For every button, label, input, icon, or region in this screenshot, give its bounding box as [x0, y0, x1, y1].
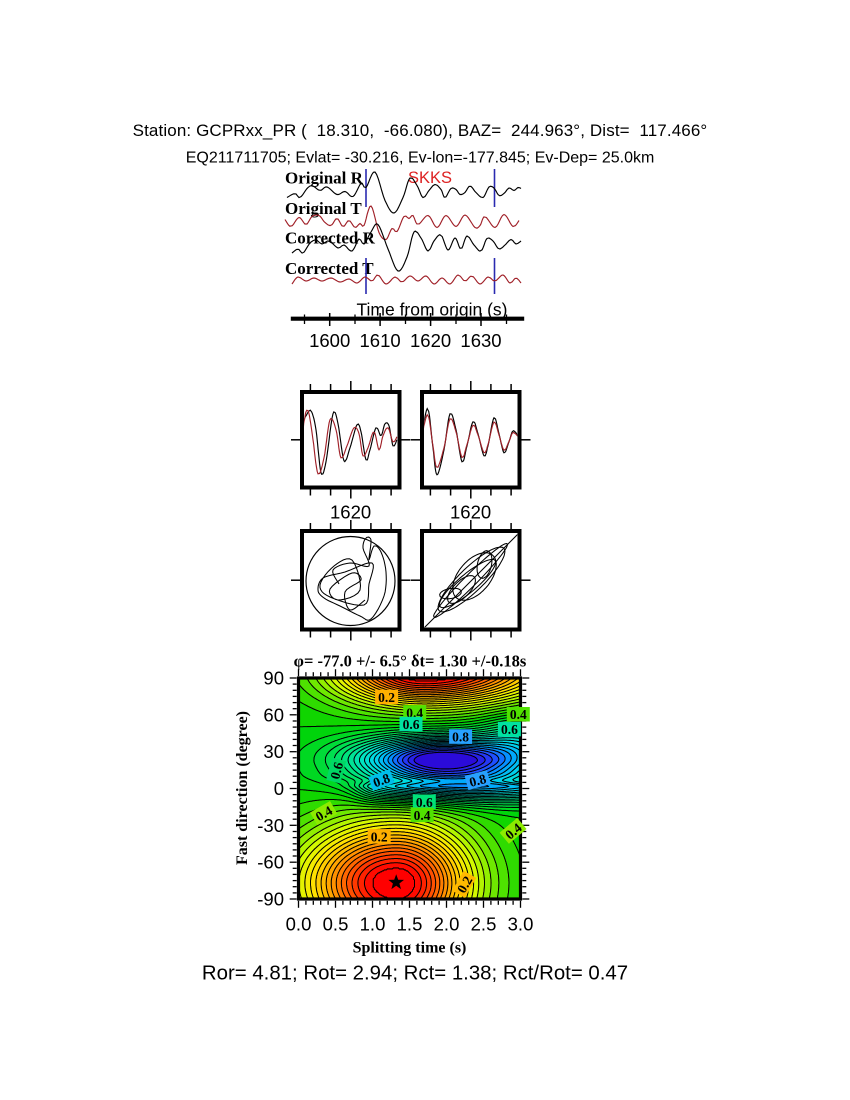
svg-text:Station: GCPRxx_PR ( 18.310,: Station: GCPRxx_PR ( 18.310, -66.080), B… — [133, 121, 708, 140]
svg-text:0.0: 0.0 — [286, 914, 312, 935]
svg-text:1620: 1620 — [410, 330, 451, 351]
svg-text:90: 90 — [263, 668, 284, 689]
svg-text:30: 30 — [263, 741, 284, 762]
svg-text:φ= -77.0 +/- 6.5° δt= 1.30 +/-: φ= -77.0 +/- 6.5° δt= 1.30 +/-0.18s — [294, 652, 527, 671]
svg-text:2.5: 2.5 — [471, 914, 497, 935]
svg-text:Corrected T: Corrected T — [285, 259, 374, 278]
svg-text:-90: -90 — [257, 889, 284, 910]
svg-text:1630: 1630 — [460, 330, 501, 351]
svg-text:0.2: 0.2 — [378, 690, 395, 705]
svg-text:-60: -60 — [257, 852, 284, 873]
svg-text:1620: 1620 — [450, 502, 491, 523]
svg-text:1620: 1620 — [330, 502, 371, 523]
svg-text:0.6: 0.6 — [416, 795, 433, 810]
svg-text:1.5: 1.5 — [397, 914, 423, 935]
svg-text:Fast direction (degree): Fast direction (degree) — [234, 711, 251, 865]
svg-text:0: 0 — [274, 778, 284, 799]
svg-text:1610: 1610 — [360, 330, 401, 351]
svg-text:0.2: 0.2 — [454, 873, 476, 895]
svg-text:Time from origin (s): Time from origin (s) — [356, 300, 507, 320]
svg-text:Corrected R: Corrected R — [285, 229, 376, 248]
svg-text:0.5: 0.5 — [323, 914, 349, 935]
svg-text:0.4: 0.4 — [406, 705, 423, 720]
svg-text:Original T: Original T — [285, 199, 362, 218]
svg-text:2.0: 2.0 — [434, 914, 460, 935]
svg-text:0.4: 0.4 — [313, 803, 335, 825]
svg-text:60: 60 — [263, 704, 284, 725]
svg-text:Ror= 4.81; Rot= 2.94; Rct= 1.3: Ror= 4.81; Rot= 2.94; Rct= 1.38; Rct/Rot… — [202, 963, 628, 985]
svg-text:0.8: 0.8 — [452, 730, 469, 745]
svg-text:0.4: 0.4 — [510, 707, 527, 722]
svg-text:0.2: 0.2 — [371, 829, 388, 844]
svg-text:0.6: 0.6 — [403, 717, 420, 732]
svg-text:SKKS: SKKS — [408, 169, 452, 187]
svg-text:Splitting time (s): Splitting time (s) — [353, 940, 467, 957]
svg-text:1.0: 1.0 — [360, 914, 386, 935]
svg-text:0.8: 0.8 — [371, 770, 392, 790]
svg-text:1600: 1600 — [309, 330, 350, 351]
svg-text:0.8: 0.8 — [468, 771, 488, 790]
svg-text:Original R: Original R — [285, 169, 364, 188]
svg-text:0.6: 0.6 — [327, 760, 346, 780]
svg-text:-30: -30 — [257, 815, 284, 836]
svg-text:0.4: 0.4 — [414, 808, 431, 823]
svg-text:EQ211711705; Evlat= -30.216, E: EQ211711705; Evlat= -30.216, Ev-lon=-177… — [186, 150, 655, 167]
svg-text:0.6: 0.6 — [501, 722, 518, 737]
svg-text:3.0: 3.0 — [508, 914, 534, 935]
